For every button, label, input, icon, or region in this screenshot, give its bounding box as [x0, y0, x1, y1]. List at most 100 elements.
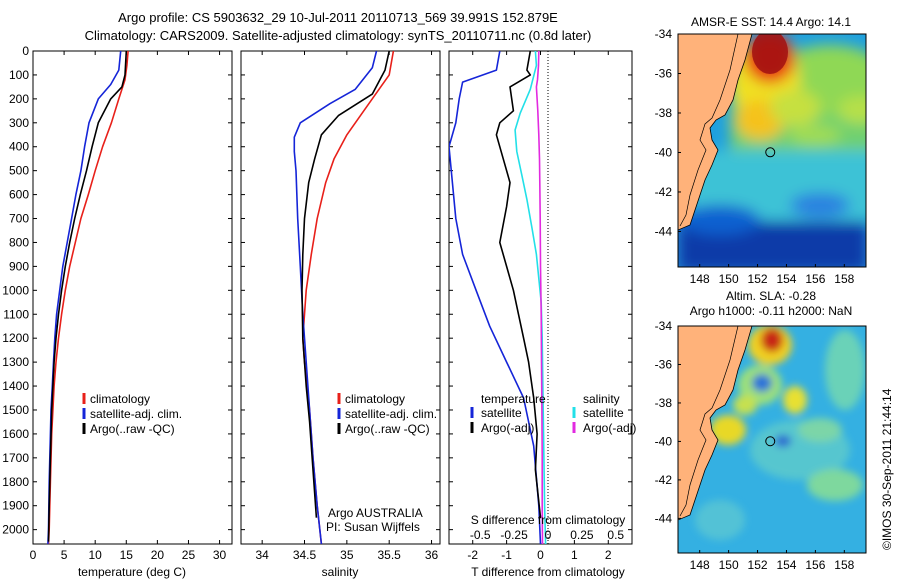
depth-tick-label: 0 — [22, 44, 29, 58]
x-tick-label: 10 — [89, 548, 103, 562]
legend-label-argo: Argo(..raw -QC) — [90, 422, 175, 436]
depth-tick-label: 1700 — [2, 451, 29, 465]
sla-map-panel: Altim. SLA: -0.28 Argo h1000: -0.11 h200… — [655, 289, 867, 572]
s-difference-ticks: -0.5 -0.25 0 0.25 0.5 — [470, 528, 625, 542]
lat-tick-label: -36 — [655, 66, 673, 80]
series-line-argo-raw-qc- — [47, 51, 128, 542]
difference-legend: temperature satellite Argo(-adj) salinit… — [470, 392, 636, 435]
lat-tick-label: -44 — [655, 224, 673, 238]
temperature-series — [47, 51, 129, 544]
x-tick-label: 35.5 — [378, 548, 402, 562]
depth-tick-label: 700 — [9, 212, 29, 226]
difference-series — [449, 51, 547, 544]
salinity-series — [293, 51, 395, 544]
argo-position-marker — [765, 436, 776, 447]
lon-tick-label: 150 — [719, 558, 739, 572]
sla-map-lat-ticks: -34 -36 -38 -40 -42 -44 — [655, 319, 681, 525]
salinity-xlabel: salinity — [322, 565, 359, 579]
depth-tick-label: 1000 — [2, 283, 29, 297]
sla-map-image — [678, 326, 866, 553]
difference-depth-ticks — [449, 50, 632, 531]
temperature-panel: 0100200300400500600700800900100011001200… — [2, 44, 233, 579]
legend-label-climatology: climatology — [90, 392, 150, 406]
lon-tick-label: 152 — [748, 558, 768, 572]
legend-label-satellite: satellite-adj. clim. — [345, 407, 437, 421]
lon-tick-label: 152 — [748, 272, 768, 286]
x-tick-label: 1 — [571, 548, 578, 562]
sst-map-image — [678, 34, 866, 267]
lon-tick-label: 150 — [719, 272, 739, 286]
difference-panel: -2 -1 0 1 2 temperature satellite Argo(-adj)… — [448, 50, 636, 579]
temperature-legend: climatology satellite-adj. clim. Argo(..… — [82, 392, 182, 436]
figure-title-line1: Argo profile: CS 5903632_29 10-Jul-2011 … — [118, 10, 558, 25]
depth-tick-label: 1200 — [2, 331, 29, 345]
lat-tick-label: -38 — [655, 396, 673, 410]
x-tick-label: 2 — [605, 548, 612, 562]
sst-map-lon-ticks: 148 150 152 154 156 158 — [690, 264, 855, 286]
s-difference-label: S difference from climatology — [471, 513, 626, 527]
lat-tick-label: -40 — [655, 145, 673, 159]
x-tick-label: 0 — [30, 548, 37, 562]
legend-label-t-satellite: satellite — [481, 406, 522, 420]
t-difference-xlabel: T difference from climatology — [471, 565, 625, 579]
series-line-salinity-satellite — [514, 51, 547, 544]
depth-tick-label: 200 — [9, 92, 29, 106]
depth-tick-label: 1500 — [2, 403, 29, 417]
depth-tick-label: 600 — [9, 188, 29, 202]
lat-tick-label: -40 — [655, 434, 673, 448]
salinity-panel: 34 34.5 35 35.5 36 climatology satellite-adj… — [240, 50, 441, 579]
depth-tick-label: 1100 — [3, 307, 29, 321]
depth-tick-label: 1800 — [2, 475, 29, 489]
figure-title-line2: Climatology: CARS2009. Satellite-adjuste… — [85, 28, 592, 43]
series-line-climatology — [47, 51, 129, 544]
depth-tick-label: 900 — [9, 259, 29, 273]
lon-tick-label: 156 — [805, 558, 825, 572]
series-line-temperature-satellite — [449, 51, 542, 544]
series-line-argo-raw-qc- — [301, 51, 390, 518]
argo-position-marker — [765, 147, 776, 158]
x-tick-label: 20 — [151, 548, 165, 562]
argo-institution-annotation: Argo AUSTRALIA — [328, 506, 423, 520]
sla-map-frame — [677, 325, 867, 554]
sst-map-frame — [677, 33, 867, 268]
x-tick-label: -2 — [467, 548, 478, 562]
depth-tick-label: 1600 — [2, 427, 29, 441]
depth-axis: 0 100 200 300 400 500 600 700 800 900 1000 1100 1200… — [2, 44, 232, 537]
s-tick-label: 0.5 — [607, 528, 624, 542]
salinity-legend: climatology satellite-adj. clim. Argo(..… — [337, 392, 437, 436]
depth-tick-label: 2000 — [2, 523, 29, 537]
x-tick-label: 25 — [182, 548, 196, 562]
lon-tick-label: 158 — [834, 272, 854, 286]
x-tick-label: 0 — [537, 548, 544, 562]
x-tick-label: 35 — [340, 548, 354, 562]
depth-tick-label: 800 — [9, 235, 29, 249]
temperature-axes-box — [32, 50, 233, 545]
argo-pi-annotation: PI: Susan Wijffels — [326, 520, 420, 534]
sla-map-title: Altim. SLA: -0.28 — [726, 289, 816, 303]
legend-label-satellite: satellite-adj. clim. — [90, 407, 182, 421]
imos-credit: ©IMOS 30-Sep-2011 21:44:14 — [880, 388, 894, 550]
lat-tick-label: -42 — [655, 185, 673, 199]
lat-tick-label: -34 — [655, 319, 673, 333]
salinity-depth-ticks — [241, 50, 440, 531]
salinity-axes-box — [240, 50, 441, 545]
sst-map-title: AMSR-E SST: 14.4 Argo: 14.1 — [691, 15, 851, 29]
legend-heading-salinity: salinity — [583, 392, 620, 406]
x-tick-label: 30 — [213, 548, 227, 562]
depth-tick-label: 500 — [9, 164, 29, 178]
depth-tick-label: 300 — [9, 116, 29, 130]
lon-tick-label: 148 — [690, 272, 710, 286]
lon-tick-label: 158 — [834, 558, 854, 572]
s-tick-label: -0.5 — [470, 528, 491, 542]
lat-tick-label: -38 — [655, 106, 673, 120]
depth-tick-label: 1900 — [2, 499, 29, 513]
legend-heading-temperature: temperature — [481, 392, 546, 406]
series-line-satellite-adj-clim- — [293, 51, 378, 544]
legend-label-s-argo: Argo(-adj) — [583, 421, 636, 435]
lon-tick-label: 156 — [805, 272, 825, 286]
lon-tick-label: 154 — [776, 272, 796, 286]
series-line-salinity-argo-adj- — [535, 51, 544, 544]
lat-tick-label: -34 — [655, 27, 673, 41]
temperature-xlabel: temperature (deg C) — [78, 565, 186, 579]
